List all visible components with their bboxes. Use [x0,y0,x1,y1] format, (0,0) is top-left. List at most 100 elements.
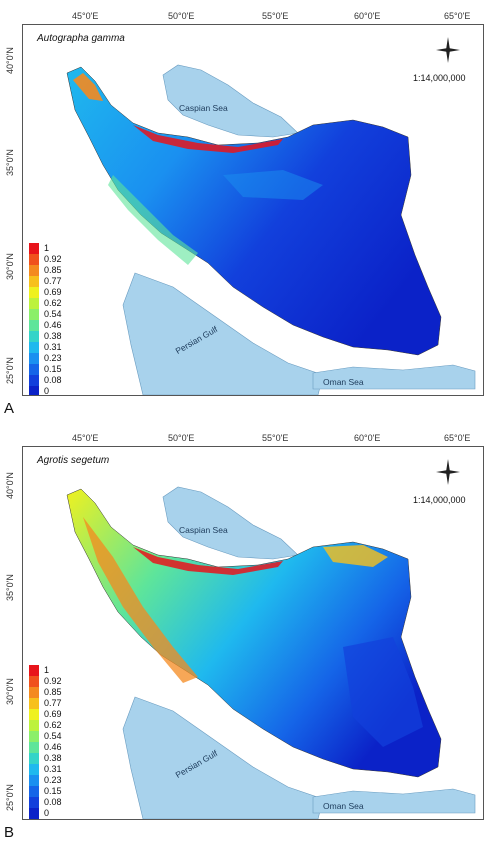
legend-swatch [29,698,39,709]
lon-label: 55°0'E [262,433,289,443]
legend-swatch [29,276,39,287]
legend-row: 0.92 [29,676,62,687]
legend-row: 0.31 [29,342,62,353]
legend-label: 0.54 [44,309,62,319]
legend-label: 0 [44,386,50,396]
lat-label: 35°0'N [5,574,15,601]
legend-row: 0.62 [29,298,62,309]
legend-row: 1 [29,665,62,676]
legend-label: 0.92 [44,254,62,264]
highland-orange [73,73,103,101]
oman-sea [312,364,476,390]
legend-row: 0.08 [29,797,62,808]
caspian-label: Caspian Sea [179,103,228,113]
lon-label: 45°0'E [72,433,99,443]
legend-swatch [29,342,39,353]
legend-row: 0.38 [29,753,62,764]
panel-b: 45°0'E 50°0'E 55°0'E 60°0'E 65°0'E 40°0'… [0,423,485,846]
oman-label: Oman Sea [323,801,364,811]
legend-swatch [29,331,39,342]
legend-swatch [29,375,39,386]
lat-label: 40°0'N [5,47,15,74]
lat-label: 35°0'N [5,149,15,176]
legend-label: 0.77 [44,698,62,708]
highland-red [133,547,283,575]
legend-row: 0.54 [29,731,62,742]
map-canvas [66,64,476,395]
legend-row: 0.23 [29,353,62,364]
legend-label: 0.62 [44,298,62,308]
legend-row: 0.92 [29,254,62,265]
lon-label: 50°0'E [168,11,195,21]
zagros-orange [83,517,198,683]
legend-label: 0.85 [44,687,62,697]
legend-swatch [29,786,39,797]
legend-label: 0.38 [44,331,62,341]
legend-label: 0.31 [44,342,62,352]
legend-label: 0.77 [44,276,62,286]
map-frame: Agrotis segetum 1:14,000,000 Caspian Sea… [22,446,484,820]
legend-swatch [29,298,39,309]
legend-swatch [29,764,39,775]
legend-label: 0.62 [44,720,62,730]
legend-row: 0.15 [29,786,62,797]
northeast-yellow [323,545,388,567]
legend-label: 0.54 [44,731,62,741]
lat-label: 30°0'N [5,253,15,280]
caspian-sea [162,486,299,560]
legend-row: 1 [29,243,62,254]
legend-swatch [29,797,39,808]
legend-row: 0.38 [29,331,62,342]
legend-row: 0.54 [29,309,62,320]
legend-swatch [29,665,39,676]
lat-label: 25°0'N [5,784,15,811]
legend-swatch [29,353,39,364]
legend-label: 0 [44,808,50,818]
legend-row: 0.62 [29,720,62,731]
legend-row: 0.46 [29,320,62,331]
legend-label: 0.69 [44,287,62,297]
scale-label: 1:14,000,000 [413,495,466,505]
legend-label: 0.85 [44,265,62,275]
scale-label: 1:14,000,000 [413,73,466,83]
oman-label: Oman Sea [323,377,364,387]
legend-label: 1 [44,243,50,253]
panel-letter: A [4,400,15,417]
legend: 1 0.92 0.85 0.77 0.69 0.62 0.54 0.46 0.38 0.31 0.2… [29,665,62,819]
lat-label: 30°0'N [5,678,15,705]
compass-rose [435,457,461,487]
lat-label: 40°0'N [5,472,15,499]
lon-label: 55°0'E [262,11,289,21]
species-title: Autographa gamma [37,33,125,44]
panel-a: 45°0'E 50°0'E 55°0'E 60°0'E 65°0'E 40°0'… [4,11,484,417]
legend-row: 0.46 [29,742,62,753]
legend-label: 0.15 [44,364,62,374]
lon-label: 50°0'E [168,433,195,443]
legend-swatch [29,243,39,254]
oman-sea [312,788,476,814]
legend-row: 0.77 [29,698,62,709]
caspian-sea [162,64,299,138]
lon-label: 60°0'E [354,433,381,443]
legend-label: 1 [44,665,50,675]
legend-label: 0.31 [44,764,62,774]
legend-label: 0.38 [44,753,62,763]
lon-label: 45°0'E [72,11,99,21]
legend-label: 0.23 [44,775,62,785]
legend-label: 0.46 [44,320,62,330]
legend-swatch [29,709,39,720]
legend-label: 0.15 [44,786,62,796]
lon-label: 65°0'E [444,11,471,21]
legend: 1 0.92 0.85 0.77 0.69 0.62 0.54 0.46 0.38 0.31 0.2… [29,243,62,396]
legend-swatch [29,386,39,395]
legend-row: 0.23 [29,775,62,786]
legend-swatch [29,364,39,375]
legend-swatch [29,309,39,320]
legend-swatch [29,753,39,764]
map-canvas [66,486,476,819]
legend-swatch [29,687,39,698]
legend-swatch [29,731,39,742]
legend-swatch [29,676,39,687]
legend-label: 0.46 [44,742,62,752]
zagros-green [108,175,198,265]
